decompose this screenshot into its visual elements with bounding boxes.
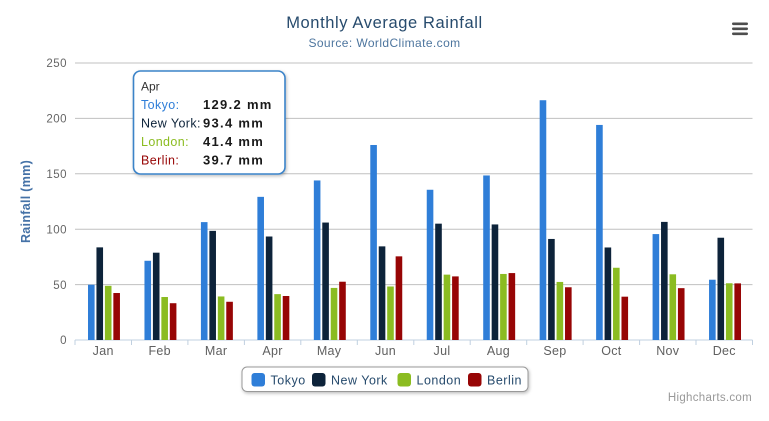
svg-text:Source: WorldClimate.com: Source: WorldClimate.com xyxy=(308,36,460,50)
svg-text:Rainfall (mm): Rainfall (mm) xyxy=(19,160,33,243)
svg-text:New York:: New York: xyxy=(141,117,201,131)
svg-text:Highcharts.com: Highcharts.com xyxy=(668,392,752,404)
svg-text:Nov: Nov xyxy=(656,344,680,358)
svg-text:Jul: Jul xyxy=(434,344,451,358)
svg-text:London: London xyxy=(417,374,462,388)
svg-text:Berlin: Berlin xyxy=(487,374,522,388)
svg-text:39.7 mm: 39.7 mm xyxy=(203,153,264,168)
svg-text:Berlin:: Berlin: xyxy=(141,154,179,168)
svg-text:Tokyo: Tokyo xyxy=(271,374,306,388)
svg-text:93.4 mm: 93.4 mm xyxy=(203,116,264,131)
svg-text:Monthly Average Rainfall: Monthly Average Rainfall xyxy=(286,14,483,32)
svg-text:May: May xyxy=(317,344,342,358)
svg-text:200: 200 xyxy=(46,114,67,126)
svg-text:Feb: Feb xyxy=(148,344,170,358)
svg-text:150: 150 xyxy=(46,169,67,181)
svg-text:Tokyo:: Tokyo: xyxy=(141,98,180,112)
svg-text:New York: New York xyxy=(331,374,388,388)
svg-text:50: 50 xyxy=(53,280,67,292)
svg-text:London:: London: xyxy=(141,135,189,149)
svg-text:0: 0 xyxy=(60,335,67,347)
svg-text:Dec: Dec xyxy=(713,344,736,358)
svg-text:Mar: Mar xyxy=(205,344,227,358)
svg-text:Sep: Sep xyxy=(543,344,566,358)
svg-text:129.2 mm: 129.2 mm xyxy=(203,97,273,112)
svg-text:100: 100 xyxy=(46,224,67,236)
svg-text:Aug: Aug xyxy=(487,344,510,358)
svg-text:41.4 mm: 41.4 mm xyxy=(203,134,264,149)
svg-text:250: 250 xyxy=(46,58,67,70)
svg-text:Oct: Oct xyxy=(601,344,622,358)
svg-text:Jun: Jun xyxy=(375,344,396,358)
svg-text:Jan: Jan xyxy=(93,344,114,358)
svg-text:Apr: Apr xyxy=(141,80,160,94)
svg-text:Apr: Apr xyxy=(262,344,282,358)
